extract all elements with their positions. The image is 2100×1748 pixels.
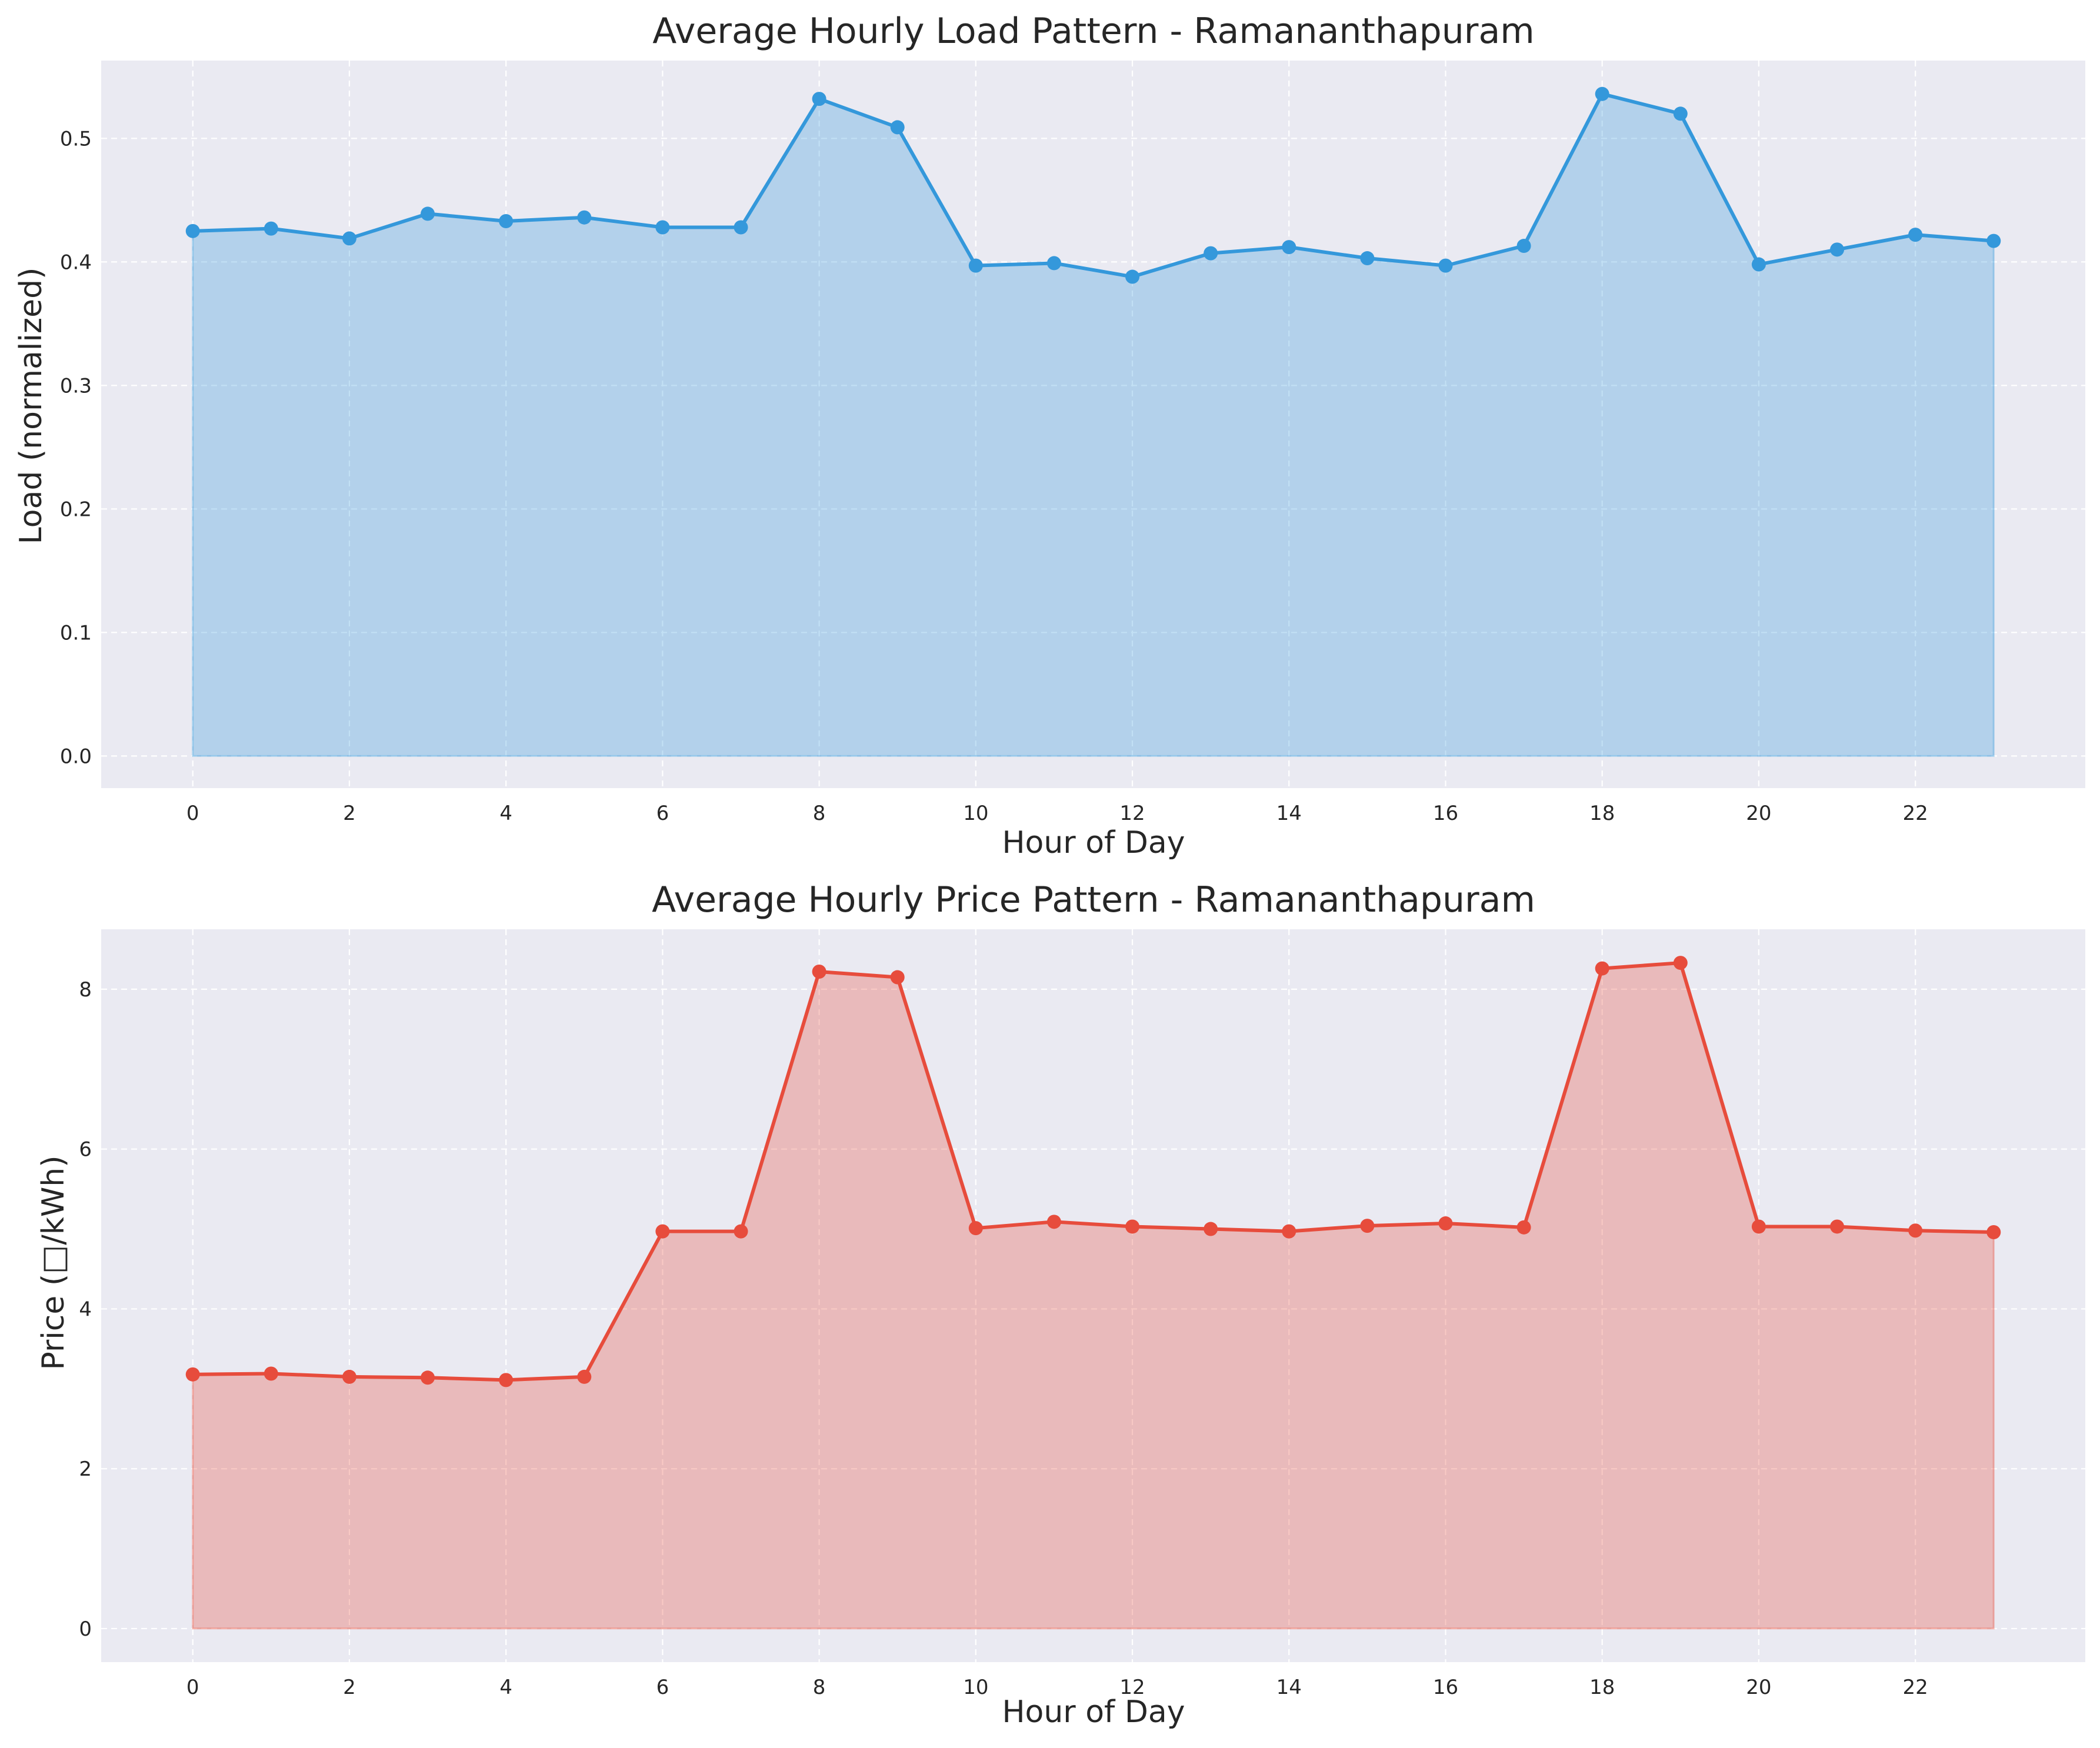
load-data-point	[1438, 258, 1453, 273]
price-data-point	[1282, 1224, 1296, 1239]
load-data-point	[968, 258, 983, 273]
price-data-point	[655, 1224, 670, 1239]
load-x-tick-label: 4	[499, 802, 512, 825]
load-y-tick-label: 0.4	[60, 251, 92, 274]
price-data-point	[342, 1369, 356, 1384]
load-data-point	[655, 220, 670, 235]
load-y-tick-label: 0.3	[60, 374, 92, 398]
load-x-tick-label: 8	[813, 802, 826, 825]
price-x-tick-label: 18	[1589, 1676, 1615, 1699]
load-data-point	[1204, 246, 1218, 261]
price-y-tick-label: 4	[79, 1297, 92, 1321]
load-data-point	[1282, 240, 1296, 255]
price-x-tick-label: 16	[1433, 1676, 1458, 1699]
load-x-tick-label: 10	[963, 802, 988, 825]
price-y-tick-label: 8	[79, 978, 92, 1002]
load-data-point	[812, 92, 826, 106]
load-data-point	[1673, 106, 1688, 121]
load-data-point	[577, 210, 592, 225]
price-plot-area	[101, 929, 2085, 1662]
load-data-point	[1360, 251, 1375, 266]
price-data-point	[812, 965, 826, 979]
load-data-point	[342, 231, 356, 246]
price-data-point	[264, 1366, 278, 1381]
price-x-tick-label: 4	[499, 1676, 512, 1699]
price-data-point	[499, 1373, 514, 1387]
load-data-point	[1830, 242, 1845, 257]
load-x-tick-label: 2	[343, 802, 356, 825]
price-data-point	[1438, 1216, 1453, 1231]
load-x-tick-label: 18	[1589, 802, 1615, 825]
price-data-point	[421, 1370, 435, 1385]
load-y-tick-label: 0.1	[60, 621, 92, 645]
price-x-tick-label: 8	[813, 1676, 826, 1699]
price-chart: 0 2 4 6 8 10 12 14 16 18 20 22 0 2 4 6 8 Average Hourly …	[36, 879, 2085, 1730]
load-series-line	[192, 92, 1994, 279]
price-y-tick-label: 6	[79, 1138, 92, 1162]
load-plot-layer: 0 2 4 6 8 10 12 14 16 18 20 22 0.0 0.1 0.2 0.3 0.4 0.5	[60, 61, 2085, 825]
price-data-point	[1516, 1220, 1531, 1235]
load-data-point	[264, 221, 278, 236]
price-data-point	[185, 1367, 200, 1382]
price-data-point	[890, 970, 905, 985]
load-data-point	[1516, 239, 1531, 253]
load-chart-title: Average Hourly Load Pattern - Ramanantha…	[652, 11, 1534, 52]
price-data-point	[1125, 1219, 1140, 1234]
load-data-point	[421, 206, 435, 221]
price-chart-y-axis-label: Price (□/kWh)	[36, 1155, 71, 1370]
price-data-point	[734, 1224, 748, 1239]
load-chart-y-axis-label: Load (normalized)	[14, 268, 49, 545]
price-data-point	[1204, 1222, 1218, 1236]
price-data-point	[1360, 1219, 1375, 1233]
price-data-point	[1595, 961, 1609, 976]
price-data-point	[1673, 956, 1688, 970]
load-x-tick-label: 6	[656, 802, 669, 825]
price-y-tick-label: 0	[79, 1617, 92, 1641]
load-x-tick-label: 14	[1276, 802, 1302, 825]
price-data-point	[1830, 1219, 1845, 1234]
price-data-point	[1908, 1223, 1923, 1238]
price-x-tick-label: 2	[343, 1676, 356, 1699]
price-data-point	[1986, 1225, 2001, 1239]
price-series-line	[192, 961, 1994, 1382]
price-x-tick-label: 14	[1276, 1676, 1302, 1699]
price-x-tick-label: 20	[1746, 1676, 1771, 1699]
load-data-point	[734, 220, 748, 235]
load-x-tick-label: 20	[1746, 802, 1771, 825]
load-data-point	[1125, 269, 1140, 284]
load-data-point	[1595, 86, 1609, 101]
load-data-point	[185, 223, 200, 238]
load-data-point	[1046, 256, 1061, 271]
load-y-tick-label: 0.0	[60, 745, 92, 768]
price-plot-layer: 0 2 4 6 8 10 12 14 16 18 20 22 0 2 4 6 8	[79, 929, 2085, 1699]
load-data-point	[1751, 257, 1766, 272]
load-data-point	[1908, 228, 1923, 242]
load-y-tick-label: 0.2	[60, 498, 92, 521]
price-chart-x-axis-label: Hour of Day	[1002, 1694, 1185, 1730]
price-y-tick-label: 2	[79, 1457, 92, 1481]
load-x-tick-label: 0	[186, 802, 199, 825]
price-data-point	[1751, 1219, 1766, 1234]
load-y-tick-label: 0.5	[60, 127, 92, 151]
load-x-tick-label: 16	[1433, 802, 1458, 825]
load-data-point	[890, 120, 905, 135]
price-x-tick-label: 12	[1119, 1676, 1145, 1699]
load-x-tick-label: 12	[1119, 802, 1145, 825]
price-data-point	[968, 1221, 983, 1236]
price-x-tick-label: 0	[186, 1676, 199, 1699]
load-chart: 0 2 4 6 8 10 12 14 16 18 20 22 0.0 0.1 0.2 0.3 0.4 0.5 Av…	[14, 11, 2085, 860]
price-data-point	[577, 1369, 592, 1384]
load-data-point	[499, 214, 514, 229]
load-x-tick-label: 22	[1903, 802, 1928, 825]
price-x-tick-label: 22	[1903, 1676, 1928, 1699]
load-data-point	[1986, 233, 2001, 248]
price-x-tick-label: 6	[656, 1676, 669, 1699]
load-chart-x-axis-label: Hour of Day	[1002, 825, 1185, 860]
price-chart-title: Average Hourly Price Pattern - Ramananth…	[652, 879, 1535, 920]
price-data-point	[1046, 1215, 1061, 1229]
price-x-tick-label: 10	[963, 1676, 988, 1699]
load-plot-area	[101, 61, 2085, 788]
